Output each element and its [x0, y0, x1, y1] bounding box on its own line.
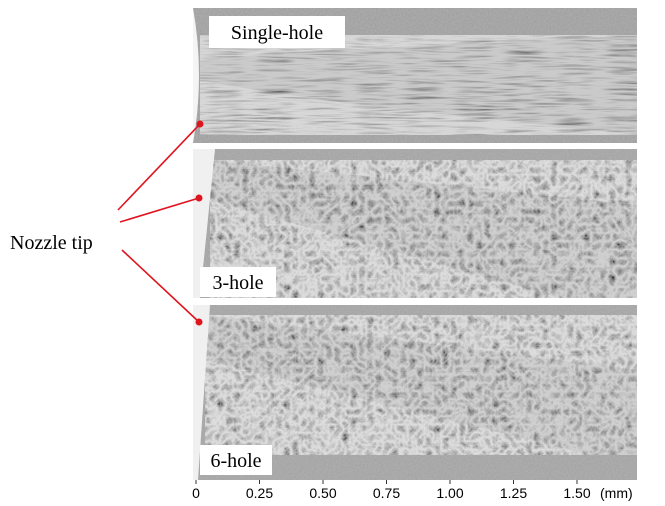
tick-label: 1.00: [436, 485, 463, 501]
tick-label: 0.50: [309, 485, 336, 501]
tick-label: 0: [192, 485, 200, 501]
panel-label: Single-hole: [231, 22, 323, 44]
tick-label: 0.75: [373, 485, 400, 501]
panel-label: 6-hole: [210, 450, 261, 472]
label-box: [200, 267, 276, 297]
x-axis: 0 0.25 0.50 0.75 1.00 1.25 1.50 (mm): [192, 480, 633, 501]
annotation: Nozzle tip: [10, 232, 93, 254]
tick-label: 1.25: [500, 485, 527, 501]
panel-6-hole: [193, 305, 637, 480]
tick-label: 1.50: [563, 485, 590, 501]
tip-dots: [195, 120, 204, 326]
label-box: [209, 16, 345, 48]
pointer-lines: [117, 123, 201, 323]
tick-label: 0.25: [246, 485, 273, 501]
axis-unit: (mm): [600, 485, 633, 501]
panel-label: 3-hole: [212, 272, 263, 294]
label-box: [200, 445, 272, 475]
